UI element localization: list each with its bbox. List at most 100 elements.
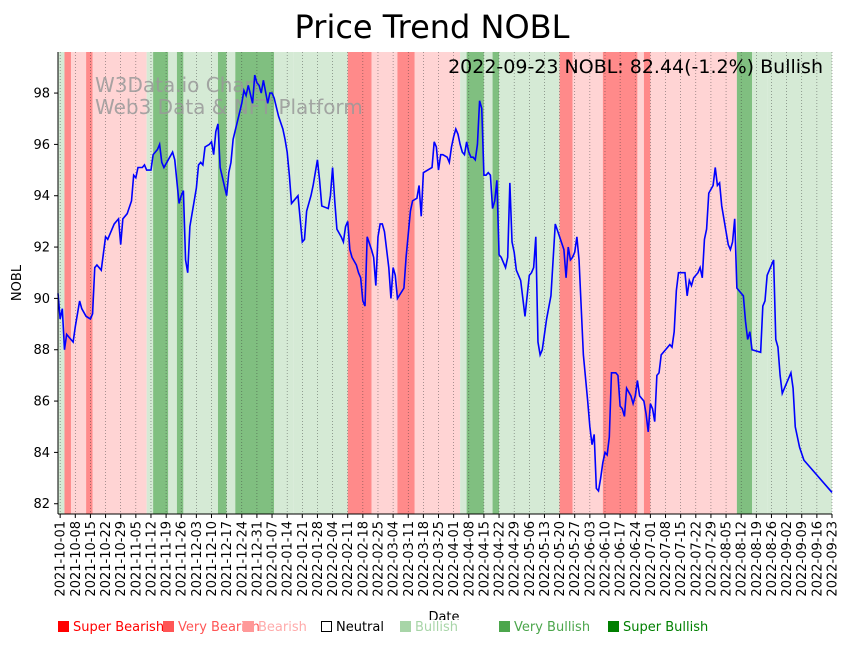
latest-price-annotation: 2022-09-23 NOBL: 82.44(-1.2%) Bullish	[448, 56, 823, 78]
legend-swatch	[321, 621, 332, 632]
sentiment-band	[70, 52, 87, 514]
legend-item: Neutral	[321, 620, 384, 635]
x-tick-label: 2021-11-12	[144, 521, 159, 597]
x-tick-label: 2021-12-31	[250, 521, 265, 597]
price-line	[57, 74, 833, 493]
legend-label: Very Bullish	[514, 620, 591, 635]
sentiment-band	[146, 52, 154, 514]
legend-label: Bullish	[415, 620, 459, 635]
x-tick-label: 2022-07-29	[704, 521, 719, 597]
legend-item: Very Bearish	[163, 620, 260, 635]
y-tick-label: 86	[33, 395, 50, 410]
date-gridlines	[59, 52, 833, 514]
sentiment-band	[650, 52, 737, 514]
x-tick-label: 2022-01-07	[266, 521, 281, 597]
sentiment-band	[217, 52, 227, 514]
sentiment-band	[559, 52, 573, 514]
x-tick-label: 2021-12-17	[220, 521, 235, 597]
sentiment-band	[64, 52, 71, 514]
x-tick-label: 2021-11-19	[160, 521, 175, 597]
legend-item: Bearish	[243, 620, 307, 635]
x-tick-label: 2022-08-05	[720, 521, 735, 597]
sentiment-band	[226, 52, 236, 514]
legend-item: Very Bullish	[499, 620, 590, 635]
chart-title: Price Trend NOBL	[295, 8, 570, 46]
legend-item: Super Bullish	[608, 620, 708, 635]
x-tick-label: 2022-07-15	[674, 521, 689, 597]
sentiment-band	[736, 52, 753, 514]
x-tick-label: 2022-01-28	[311, 521, 326, 597]
x-tick-label: 2022-06-10	[598, 521, 613, 597]
price-trend-chart: Price Trend NOBL W3Data.io Chart Web3 Da…	[10, 8, 841, 620]
sentiment-band	[58, 52, 65, 514]
x-tick-label: 2022-08-12	[735, 521, 750, 597]
x-tick-label: 2022-05-27	[568, 521, 583, 597]
x-tick-label: 2022-09-09	[795, 521, 810, 597]
watermark: W3Data.io Chart Web3 Data & NFT Platform	[95, 73, 363, 119]
legend-label: Neutral	[336, 620, 384, 635]
sentiment-band	[176, 52, 184, 514]
sentiment-band	[183, 52, 218, 514]
x-tick-label: 2022-04-08	[462, 521, 477, 597]
x-tick-label: 2022-08-26	[765, 521, 780, 597]
x-tick-label: 2021-12-10	[205, 521, 220, 597]
y-tick-label: 96	[33, 138, 50, 153]
sentiment-band	[466, 52, 484, 514]
y-axis-label: NOBL	[10, 264, 25, 301]
y-tick-label: 90	[33, 292, 50, 307]
y-tick-label: 84	[33, 446, 50, 461]
sentiment-band	[767, 52, 832, 514]
sentiment-band	[637, 52, 644, 514]
x-ticks: 2021-10-01 2021-10-08 2021-10-15 2021-10-22…	[54, 514, 841, 597]
legend-swatch	[608, 621, 619, 632]
x-tick-label: 2022-04-29	[508, 521, 523, 597]
x-tick-label: 2022-08-19	[750, 521, 765, 597]
x-tick-label: 2022-03-11	[402, 521, 417, 597]
x-tick-label: 2022-07-01	[644, 521, 659, 597]
x-tick-label: 2022-06-03	[583, 521, 598, 597]
sentiment-band	[752, 52, 768, 514]
x-tick-label: 2022-05-20	[553, 521, 568, 597]
x-tick-label: 2021-12-24	[235, 521, 250, 597]
x-axis-label: Date	[428, 610, 459, 620]
legend-label: Bearish	[258, 620, 307, 635]
x-tick-label: 2021-10-29	[114, 521, 129, 597]
y-tick-label: 94	[33, 189, 50, 204]
x-tick-label: 2021-11-05	[129, 521, 144, 597]
x-tick-label: 2021-10-08	[69, 521, 84, 597]
x-tick-label: 2022-07-08	[659, 521, 674, 597]
sentiment-band	[92, 52, 147, 514]
x-tick-label: 2022-05-06	[523, 521, 538, 597]
x-tick-label: 2022-02-18	[356, 521, 371, 597]
x-tick-label: 2021-11-26	[175, 521, 190, 597]
legend-label: Super Bullish	[623, 620, 709, 635]
x-tick-label: 2022-01-21	[296, 521, 311, 597]
x-tick-label: 2022-05-13	[538, 521, 553, 597]
sentiment-band	[483, 52, 493, 514]
legend-item: Bullish	[400, 620, 458, 635]
sentiment-band	[293, 52, 348, 514]
x-tick-label: 2022-01-14	[281, 521, 296, 597]
sentiment-band	[460, 52, 467, 514]
sentiment-band	[643, 52, 651, 514]
x-tick-label: 2022-04-22	[493, 521, 508, 597]
sentiment-band	[414, 52, 461, 514]
x-tick-label: 2022-03-04	[387, 521, 402, 597]
sentiment-band	[168, 52, 177, 514]
x-tick-label: 2022-02-11	[341, 521, 356, 597]
x-tick-label: 2022-06-24	[629, 521, 644, 597]
x-tick-label: 2022-02-04	[326, 521, 341, 597]
sentiment-band	[86, 52, 93, 514]
x-tick-label: 2021-12-03	[190, 521, 205, 597]
x-tick-label: 2022-09-16	[810, 521, 825, 597]
x-tick-label: 2021-10-15	[84, 521, 99, 597]
x-tick-label: 2022-09-02	[780, 521, 795, 597]
x-tick-label: 2022-02-25	[371, 521, 386, 597]
legend-swatch	[58, 621, 69, 632]
sentiment-band	[347, 52, 372, 514]
sentiment-band	[397, 52, 415, 514]
watermark-line-1: W3Data.io Chart	[95, 73, 261, 97]
y-tick-label: 98	[33, 87, 50, 102]
x-tick-label: 2022-03-25	[432, 521, 447, 597]
legend-swatch	[243, 621, 254, 632]
